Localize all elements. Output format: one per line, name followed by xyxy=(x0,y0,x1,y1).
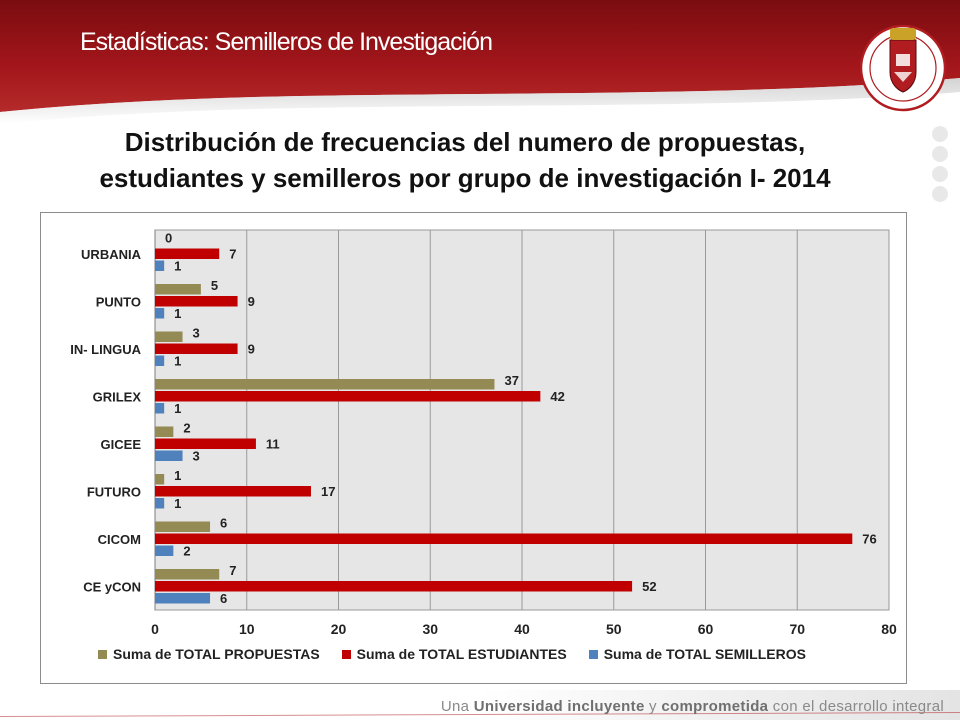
bar-s0-2 xyxy=(155,331,183,342)
bar-s1-3 xyxy=(155,391,541,402)
bar-s0-3 xyxy=(155,379,495,390)
data-label-s0-1: 5 xyxy=(211,278,218,293)
footer-part-5: con el desarrollo integral xyxy=(768,698,944,715)
bar-s2-3 xyxy=(155,403,165,414)
page-title: Estadísticas: Semilleros de Investigació… xyxy=(80,28,493,56)
bar-s0-4 xyxy=(155,426,174,437)
legend-swatch-semilleros xyxy=(588,649,598,659)
bar-s1-0 xyxy=(155,248,220,259)
bar-s1-5 xyxy=(155,486,311,497)
x-tick-label-40: 40 xyxy=(514,621,530,637)
legend-label-estudiantes: Suma de TOTAL ESTUDIANTES xyxy=(356,646,567,662)
bar-s1-6 xyxy=(155,533,853,544)
chart-title: Distribución de frecuencias del numero d… xyxy=(40,124,890,196)
data-label-s0-2: 3 xyxy=(193,325,200,340)
bar-s1-4 xyxy=(155,438,256,449)
data-label-s1-0: 7 xyxy=(229,246,236,261)
bar-s0-5 xyxy=(155,474,165,485)
x-tick-label-30: 30 xyxy=(422,621,438,637)
data-label-s0-6: 6 xyxy=(220,515,227,530)
data-label-s2-6: 2 xyxy=(183,543,190,558)
data-label-s0-3: 37 xyxy=(504,373,518,388)
data-label-s2-3: 1 xyxy=(174,401,181,416)
data-label-s1-7: 52 xyxy=(642,579,656,594)
data-label-s2-7: 6 xyxy=(220,591,227,606)
data-label-s0-7: 7 xyxy=(229,563,236,578)
data-label-s0-5: 1 xyxy=(174,468,181,483)
x-tick-label-70: 70 xyxy=(789,621,805,637)
bar-s2-5 xyxy=(155,498,165,509)
x-tick-label-20: 20 xyxy=(331,621,347,637)
chart-legend: Suma de TOTAL PROPUESTAS Suma de TOTAL E… xyxy=(98,646,806,662)
data-label-s1-5: 17 xyxy=(321,484,335,499)
data-label-s2-4: 3 xyxy=(193,448,200,463)
footer-band xyxy=(0,690,960,720)
category-label-1: PUNTO xyxy=(96,294,141,309)
chart-title-line-1: Distribución de frecuencias del numero d… xyxy=(124,127,806,157)
category-label-3: GRILEX xyxy=(93,389,142,404)
legend-item-semilleros: Suma de TOTAL SEMILLEROS xyxy=(588,646,806,662)
bar-s1-7 xyxy=(155,581,633,592)
x-tick-label-50: 50 xyxy=(606,621,622,637)
decorative-dots xyxy=(932,126,948,202)
data-label-s0-4: 2 xyxy=(183,420,190,435)
category-label-0: URBANIA xyxy=(81,247,142,262)
data-label-s2-0: 1 xyxy=(174,258,181,273)
data-label-s2-5: 1 xyxy=(174,496,181,511)
footer-part-2: Universidad incluyente xyxy=(473,698,645,715)
legend-label-semilleros: Suma de TOTAL SEMILLEROS xyxy=(603,646,806,662)
data-label-s1-1: 9 xyxy=(248,294,255,309)
category-label-5: FUTURO xyxy=(87,484,141,499)
x-tick-label-60: 60 xyxy=(698,621,714,637)
bar-s2-6 xyxy=(155,545,174,556)
bar-s2-4 xyxy=(155,450,183,461)
university-seal-logo xyxy=(860,24,946,112)
bar-s2-2 xyxy=(155,355,165,366)
category-label-4: GICEE xyxy=(101,437,142,452)
data-label-s2-2: 1 xyxy=(174,353,181,368)
x-tick-label-10: 10 xyxy=(239,621,255,637)
footer-part-1: Una xyxy=(440,698,474,715)
data-label-s1-6: 76 xyxy=(862,531,876,546)
bar-s1-1 xyxy=(155,296,238,307)
category-label-7: CE yCON xyxy=(83,579,141,594)
data-label-s0-0: 0 xyxy=(165,230,172,245)
legend-label-propuestas: Suma de TOTAL PROPUESTAS xyxy=(113,646,320,662)
data-label-s1-3: 42 xyxy=(550,389,564,404)
bar-s2-1 xyxy=(155,308,165,319)
header-banner xyxy=(0,0,960,124)
bar-s0-6 xyxy=(155,521,211,532)
bar-s2-0 xyxy=(155,260,165,271)
legend-swatch-estudiantes xyxy=(341,649,351,659)
bar-s2-7 xyxy=(155,593,211,604)
data-label-s1-4: 11 xyxy=(266,436,280,451)
footer-part-4: comprometida xyxy=(661,698,769,715)
x-tick-label-80: 80 xyxy=(881,621,897,637)
legend-item-estudiantes: Suma de TOTAL ESTUDIANTES xyxy=(341,646,567,662)
x-tick-label-0: 0 xyxy=(151,621,159,637)
data-label-s1-2: 9 xyxy=(248,341,255,356)
legend-swatch-propuestas xyxy=(98,649,107,659)
footer-part-3: y xyxy=(644,698,662,715)
data-label-s2-1: 1 xyxy=(174,306,181,321)
footer-slogan: Una Universidad incluyente y comprometid… xyxy=(441,698,944,715)
category-label-6: CICOM xyxy=(98,532,141,547)
bar-s0-1 xyxy=(155,284,201,295)
legend-item-propuestas: Suma de TOTAL PROPUESTAS xyxy=(98,646,320,662)
bar-s1-2 xyxy=(155,343,238,354)
category-label-2: IN- LINGUA xyxy=(70,342,141,357)
bar-s0-7 xyxy=(155,569,220,580)
chart-title-line-2: estudiantes y semilleros por grupo de in… xyxy=(99,163,831,193)
